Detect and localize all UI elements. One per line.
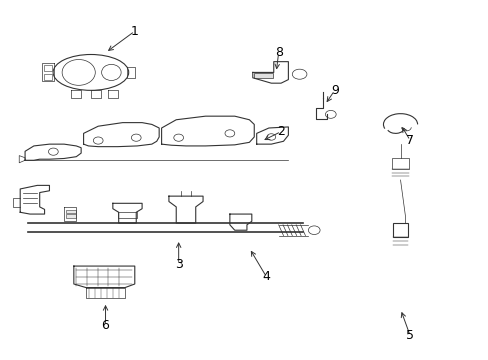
Bar xyxy=(254,73,272,78)
Text: 9: 9 xyxy=(330,84,338,97)
Text: 7: 7 xyxy=(406,134,413,147)
Text: 8: 8 xyxy=(274,46,282,59)
Text: 6: 6 xyxy=(102,319,109,332)
Circle shape xyxy=(173,134,183,141)
Ellipse shape xyxy=(102,64,121,81)
Circle shape xyxy=(93,137,103,144)
Circle shape xyxy=(266,134,275,140)
Ellipse shape xyxy=(292,69,306,79)
Bar xyxy=(392,223,407,237)
Bar xyxy=(43,74,52,80)
Circle shape xyxy=(308,226,320,234)
Text: 1: 1 xyxy=(131,25,139,38)
Circle shape xyxy=(131,134,141,141)
Circle shape xyxy=(224,130,234,137)
Text: 5: 5 xyxy=(406,329,413,342)
Ellipse shape xyxy=(53,54,128,90)
Text: 2: 2 xyxy=(277,125,285,138)
Ellipse shape xyxy=(62,59,95,85)
Ellipse shape xyxy=(325,111,335,118)
Bar xyxy=(43,65,52,71)
Bar xyxy=(65,214,76,218)
Bar xyxy=(391,158,408,169)
Text: 4: 4 xyxy=(262,270,270,283)
Circle shape xyxy=(48,148,58,155)
Bar xyxy=(65,210,76,213)
Text: 3: 3 xyxy=(174,258,182,271)
